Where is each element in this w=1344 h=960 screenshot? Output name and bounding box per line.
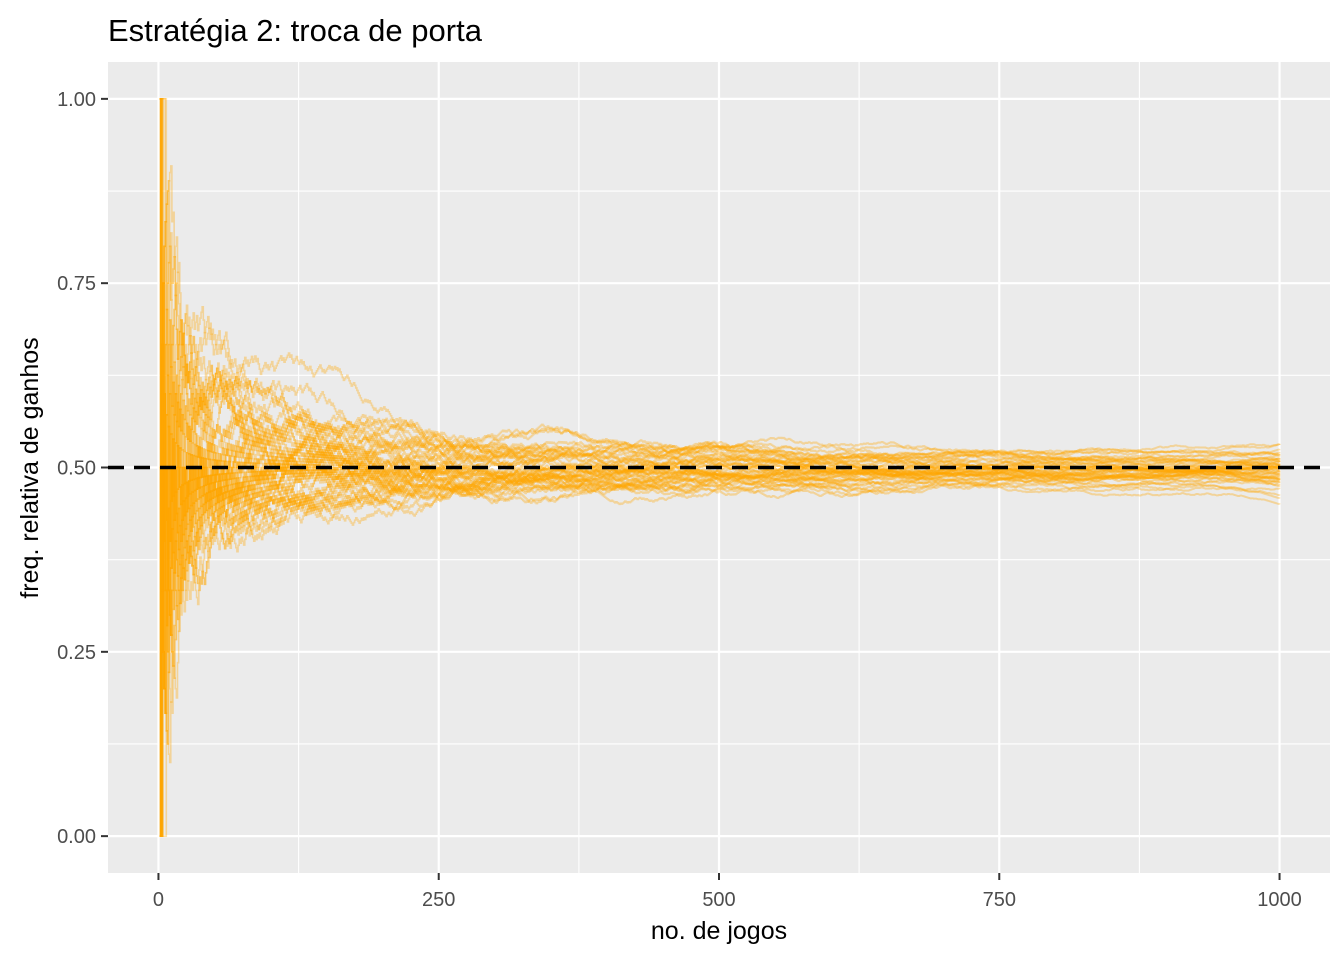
series-line bbox=[159, 445, 1281, 837]
y-axis-title: freq. relativa de ganhos bbox=[16, 337, 44, 598]
series-line bbox=[159, 343, 1281, 837]
series-line bbox=[159, 98, 1281, 561]
series-line bbox=[159, 343, 1281, 837]
series-line bbox=[159, 415, 1281, 837]
series-line bbox=[159, 98, 1281, 592]
x-axis-title: no. de jogos bbox=[651, 917, 787, 945]
x-axis: 0 250 500 750 1000 bbox=[153, 873, 1302, 911]
y-tick-label: 0.75 bbox=[57, 273, 96, 295]
series-line bbox=[159, 392, 1281, 837]
series-line bbox=[159, 282, 1281, 837]
series-line bbox=[159, 433, 1281, 837]
series-line bbox=[159, 445, 1281, 837]
series-line bbox=[159, 397, 1281, 837]
series-line bbox=[159, 98, 1281, 592]
series-line bbox=[159, 98, 1281, 581]
series-line bbox=[159, 98, 1281, 543]
y-tick-label: 0.00 bbox=[57, 826, 96, 848]
series-line bbox=[159, 98, 1281, 462]
series-line bbox=[159, 373, 1281, 837]
series-line bbox=[159, 98, 1281, 551]
series-line bbox=[159, 220, 1281, 837]
series-line bbox=[159, 428, 1281, 837]
series-line bbox=[159, 282, 1281, 837]
series-line bbox=[159, 98, 1281, 653]
y-axis: 0.00 0.25 0.50 0.75 1.00 bbox=[57, 89, 108, 848]
chart-title: Estratégia 2: troca de porta bbox=[108, 13, 483, 48]
series-line bbox=[159, 98, 1281, 487]
series-layer bbox=[159, 98, 1281, 837]
series-line bbox=[159, 98, 1281, 469]
series-line bbox=[159, 442, 1281, 837]
x-tick-label: 250 bbox=[422, 889, 455, 911]
series-line bbox=[159, 428, 1281, 837]
series-line bbox=[159, 405, 1281, 837]
series-line bbox=[159, 282, 1281, 837]
y-tick-label: 1.00 bbox=[57, 89, 96, 111]
x-tick-label: 0 bbox=[153, 889, 164, 911]
x-tick-label: 750 bbox=[983, 889, 1016, 911]
series-line bbox=[159, 392, 1281, 837]
series-line bbox=[159, 98, 1281, 492]
y-tick-label: 0.50 bbox=[57, 458, 96, 480]
series-line bbox=[159, 232, 1281, 837]
series-line bbox=[159, 443, 1281, 837]
series-line bbox=[159, 392, 1281, 837]
series-line bbox=[159, 319, 1281, 837]
series-line bbox=[159, 392, 1281, 837]
series-line bbox=[159, 98, 1281, 498]
y-tick-label: 0.25 bbox=[57, 642, 96, 664]
series-line bbox=[159, 392, 1281, 837]
series-line bbox=[159, 98, 1281, 653]
series-line bbox=[159, 98, 1281, 667]
series-line bbox=[159, 384, 1281, 837]
series-line bbox=[159, 98, 1281, 715]
series-line bbox=[159, 98, 1281, 627]
series-line bbox=[159, 447, 1281, 837]
series-line bbox=[159, 392, 1281, 837]
series-line bbox=[159, 459, 1281, 837]
x-tick-label: 500 bbox=[702, 889, 735, 911]
x-tick-label: 1000 bbox=[1257, 889, 1302, 911]
series-line bbox=[159, 427, 1281, 837]
series-line bbox=[159, 438, 1281, 837]
series-line bbox=[159, 451, 1281, 837]
